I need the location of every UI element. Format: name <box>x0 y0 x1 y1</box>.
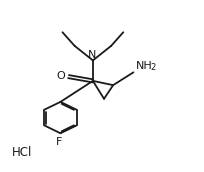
Text: N: N <box>88 50 97 60</box>
Text: NH: NH <box>135 61 152 71</box>
Text: O: O <box>56 71 65 81</box>
Text: 2: 2 <box>150 63 155 72</box>
Text: F: F <box>56 137 62 147</box>
Text: HCl: HCl <box>12 146 32 159</box>
